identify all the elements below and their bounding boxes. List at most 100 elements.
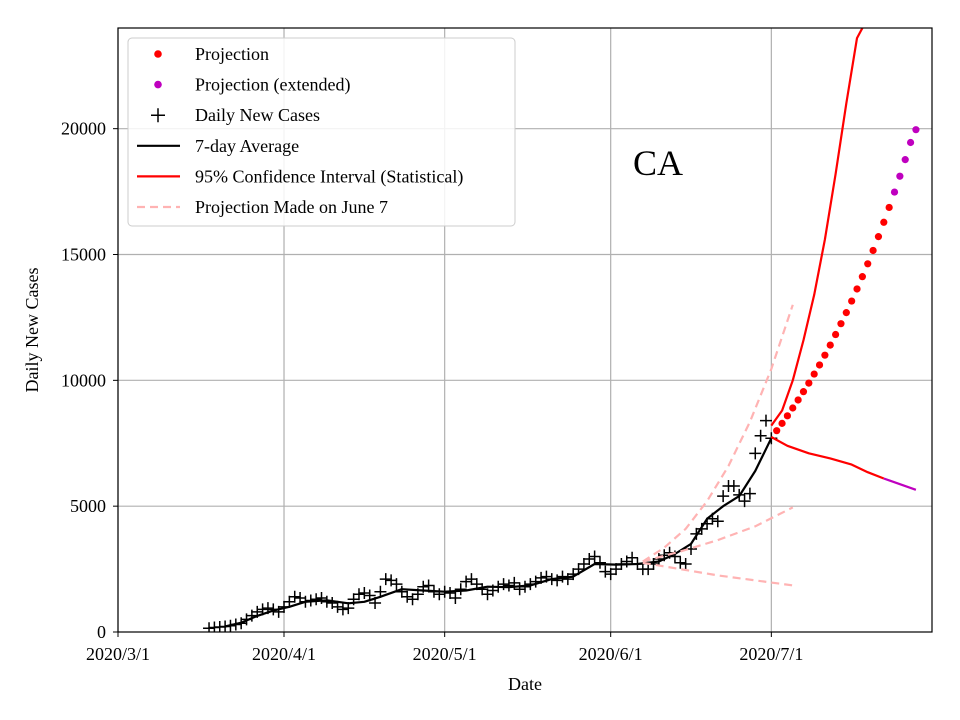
- x-tick-label: 2020/5/1: [413, 644, 477, 664]
- legend-marker-dot: [154, 80, 162, 89]
- daily-new-cases-point: [310, 593, 323, 606]
- x-tick-label: 2020/6/1: [579, 644, 643, 664]
- legend-label: Daily New Cases: [195, 105, 320, 125]
- daily-new-cases-point: [577, 558, 590, 571]
- projection-point: [853, 285, 861, 293]
- daily-new-cases-point: [203, 622, 216, 632]
- daily-new-cases-point: [272, 605, 285, 618]
- daily-new-cases-point: [588, 550, 601, 563]
- projection-point: [826, 341, 834, 349]
- projection-point: [832, 330, 840, 339]
- daily-new-cases-point: [674, 556, 687, 569]
- daily-new-cases-point: [727, 480, 740, 493]
- projection-made-on-june-7-line: [642, 304, 794, 563]
- daily-new-cases-point: [626, 551, 639, 564]
- projection-extended-point: [896, 172, 904, 180]
- daily-new-cases-point: [593, 556, 606, 569]
- legend-label: 7-day Average: [195, 136, 299, 156]
- projection-point: [773, 427, 781, 435]
- projection-point: [848, 297, 856, 305]
- daily-new-cases-point: [749, 447, 762, 460]
- x-axis: 2020/3/1 2020/4/1 2020/5/1 2020/6/1 2020/7/1: [86, 632, 803, 664]
- legend-item: 7-day Average: [137, 136, 299, 156]
- daily-new-cases-point: [561, 573, 574, 586]
- projection-extended-point: [890, 188, 899, 196]
- x-tick-label: 2020/4/1: [252, 644, 316, 664]
- projection-point: [810, 370, 818, 378]
- series-layer: [203, 28, 920, 632]
- projection-point: [880, 218, 888, 226]
- daily-new-cases-point: [679, 558, 692, 571]
- legend-box: [127, 37, 516, 227]
- y-tick-label: 15000: [61, 245, 106, 265]
- y-axis: 0 5000 10000 15000 20000: [61, 119, 118, 642]
- daily-new-cases-point: [642, 563, 655, 576]
- daily-new-cases-point: [754, 429, 767, 442]
- daily-new-cases-point: [352, 588, 365, 601]
- daily-new-cases-point: [358, 586, 371, 599]
- legend-item: Daily New Cases: [151, 105, 320, 125]
- daily-new-cases-point: [444, 586, 457, 599]
- 95-confidence-interval-statistical-line: [770, 28, 864, 427]
- projection-extended-point: [912, 126, 920, 134]
- legend-label: 95% Confidence Interval (Statistical): [195, 166, 463, 187]
- legend-item: Projection Made on June 7: [137, 197, 388, 217]
- projection-point: [869, 246, 877, 255]
- x-tick-label: 2020/3/1: [86, 644, 150, 664]
- daily-new-cases-point: [406, 593, 419, 606]
- projection-extended-point: [906, 138, 915, 147]
- daily-new-cases-point: [454, 583, 467, 596]
- projection-point: [815, 361, 824, 369]
- daily-new-cases-point: [390, 578, 403, 591]
- projection-point: [794, 396, 802, 404]
- projection-point: [864, 260, 872, 268]
- legend-item: 95% Confidence Interval (Statistical): [137, 166, 463, 187]
- projection-point: [842, 309, 850, 317]
- daily-new-cases-point: [759, 414, 772, 427]
- projection-point: [805, 379, 813, 387]
- legend: Projection Projection (extended) Daily New…: [127, 37, 516, 227]
- 95-confidence-interval-statistical-line: [883, 477, 917, 491]
- y-axis-label: Daily New Cases: [22, 268, 42, 393]
- projection-point: [885, 203, 893, 212]
- legend-label: Projection Made on June 7: [195, 197, 388, 217]
- 7-day-average-line: [224, 437, 773, 628]
- projection-point: [858, 273, 866, 281]
- daily-new-cases-point: [422, 579, 435, 592]
- daily-new-cases-point: [401, 590, 414, 603]
- projection-extended-point: [901, 156, 909, 164]
- daily-new-cases-point: [599, 565, 612, 578]
- daily-new-cases-point: [502, 579, 515, 592]
- projection-point: [837, 320, 845, 328]
- daily-new-cases-point: [743, 487, 756, 500]
- y-tick-label: 5000: [70, 496, 106, 516]
- daily-new-cases-point: [497, 578, 510, 591]
- daily-new-cases-point: [738, 495, 751, 508]
- legend-label: Projection: [195, 44, 269, 64]
- daily-new-cases-point: [433, 588, 446, 601]
- projection-point: [783, 412, 792, 420]
- daily-new-cases-point: [288, 590, 301, 603]
- plot-frame: [117, 27, 933, 633]
- legend-marker-plus: [151, 108, 165, 123]
- daily-new-cases-point: [465, 573, 478, 586]
- y-tick-label: 20000: [61, 119, 106, 139]
- daily-new-cases-point: [449, 592, 462, 605]
- x-tick-label: 2020/7/1: [739, 644, 803, 664]
- 95-confidence-interval-statistical-line: [770, 436, 885, 480]
- y-tick-label: 10000: [61, 370, 106, 390]
- daily-new-cases-point: [717, 490, 730, 503]
- daily-new-cases-point: [711, 515, 724, 528]
- projection-point: [874, 233, 883, 241]
- legend-item: Projection: [154, 44, 269, 64]
- x-axis-label: Date: [508, 674, 542, 694]
- daily-new-cases-point: [604, 568, 617, 581]
- daily-new-cases-point: [460, 575, 473, 588]
- y-tick-label: 0: [97, 622, 106, 642]
- legend-marker-dot: [154, 50, 162, 58]
- projection-point: [789, 404, 797, 412]
- daily-new-cases-point: [336, 603, 349, 616]
- daily-new-cases-point: [379, 573, 392, 586]
- legend-item: Projection (extended): [154, 75, 350, 96]
